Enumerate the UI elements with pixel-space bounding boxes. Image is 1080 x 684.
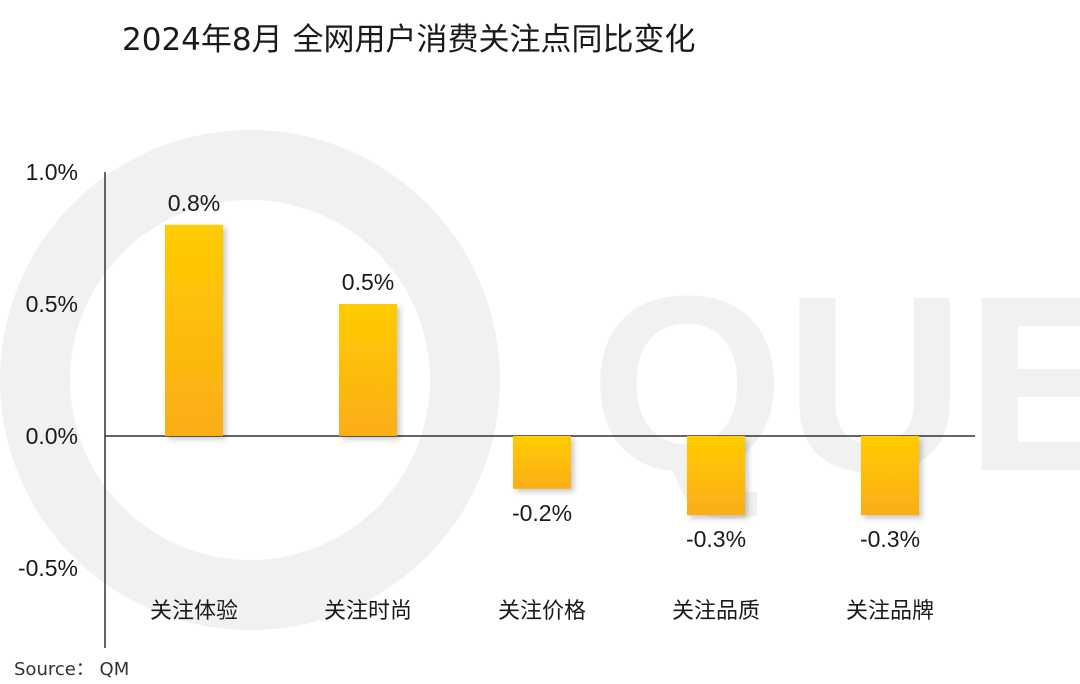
category-label: 关注时尚: [324, 599, 412, 624]
y-tick-label: 0.5%: [26, 291, 78, 317]
bar: [339, 304, 397, 436]
chart-title: 2024年8月 全网用户消费关注点同比变化: [122, 22, 695, 58]
y-tick-label: 0.0%: [26, 423, 78, 449]
y-tick-label: -0.5%: [18, 555, 78, 581]
data-label: -0.2%: [512, 500, 572, 526]
watermark-ring: [0, 130, 500, 630]
data-label: -0.3%: [860, 526, 920, 552]
bar: [165, 224, 223, 436]
bars: [165, 224, 919, 516]
y-tick-labels: 1.0% 0.5% 0.0% -0.5%: [18, 159, 78, 581]
category-label: 关注品牌: [846, 599, 934, 624]
watermark-text: QUES: [590, 244, 1080, 523]
data-label: -0.3%: [686, 526, 746, 552]
category-label: 关注品质: [672, 599, 760, 624]
bar: [513, 436, 571, 489]
category-labels: 关注体验 关注时尚 关注价格 关注品质 关注品牌: [150, 599, 934, 624]
data-label: 0.5%: [342, 269, 394, 295]
y-tick-label: 1.0%: [26, 159, 78, 185]
bar: [861, 436, 919, 516]
category-label: 关注价格: [498, 599, 586, 624]
data-label: 0.8%: [168, 190, 220, 216]
category-label: 关注体验: [150, 599, 238, 624]
source-note: Source： QM: [14, 659, 129, 680]
data-labels: 0.8% 0.5% -0.2% -0.3% -0.3%: [168, 190, 920, 552]
bar: [687, 436, 745, 516]
watermark: QUES: [0, 130, 1080, 630]
